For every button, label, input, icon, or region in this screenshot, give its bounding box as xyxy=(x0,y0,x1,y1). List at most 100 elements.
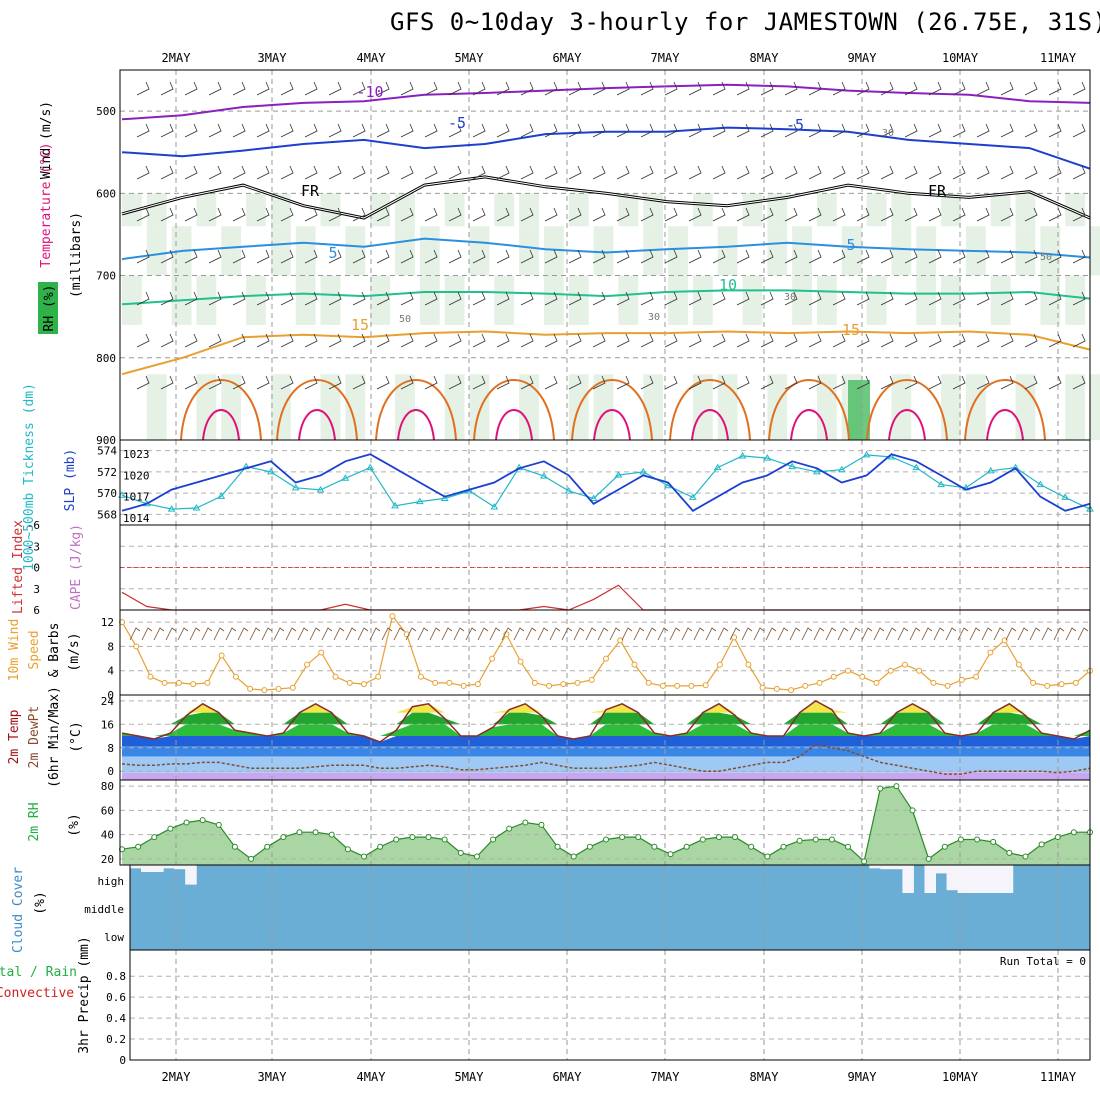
rh-area xyxy=(122,786,1090,865)
wind-barb xyxy=(904,165,918,180)
wind-barb xyxy=(1048,123,1062,138)
wind-barb xyxy=(544,81,558,96)
wind-barb xyxy=(808,249,822,264)
wind-speed-marker xyxy=(232,673,239,680)
wind-barb xyxy=(136,249,150,264)
wind-barb xyxy=(160,291,174,306)
y-tick-left: 574 xyxy=(97,445,117,458)
wind-barb xyxy=(904,291,918,306)
wind-barb xyxy=(328,165,342,180)
wind-barb xyxy=(280,291,294,306)
yunit-temp: (°C) xyxy=(69,721,84,752)
wind-barb xyxy=(280,375,294,390)
wind-barb xyxy=(688,333,702,348)
rh-marker xyxy=(393,836,400,843)
wind-barb xyxy=(184,165,198,180)
surface-wind-barb xyxy=(1017,627,1029,641)
wind-speed-marker xyxy=(361,681,367,688)
wind-barb xyxy=(832,123,846,138)
wind-barb xyxy=(832,207,846,222)
wind-barb xyxy=(1072,249,1086,264)
wind-barb xyxy=(904,375,918,390)
y-tick: 8 xyxy=(107,640,114,653)
wind-barb xyxy=(880,375,894,390)
thickness-marker xyxy=(1036,480,1045,488)
panel-frame-wind xyxy=(119,609,1091,696)
wind-barb xyxy=(904,333,918,348)
y-tick: -6 xyxy=(27,519,40,532)
wind-barb xyxy=(568,291,582,306)
wind-barb xyxy=(808,81,822,96)
wind-barb xyxy=(952,333,966,348)
wind-barb xyxy=(232,375,246,390)
rh-marker xyxy=(1038,841,1045,848)
cloud-high-bar xyxy=(902,865,914,893)
wind-speed-marker xyxy=(204,679,211,686)
contour-label: FR xyxy=(301,182,320,200)
wind-barb xyxy=(736,249,750,264)
wind-barb xyxy=(616,207,630,222)
wind-barb xyxy=(640,123,654,138)
wind-barb xyxy=(160,165,174,180)
surface-wind-barb xyxy=(381,627,393,641)
wind-barb xyxy=(184,123,198,138)
wind-barb xyxy=(136,207,150,222)
wind-barb xyxy=(664,291,678,306)
thickness-marker xyxy=(589,494,598,501)
wind-barb xyxy=(232,123,246,138)
cloud-high-bar xyxy=(1001,865,1014,893)
temp-band-2 xyxy=(122,746,1090,757)
wind-barb xyxy=(832,333,846,348)
cloud-high-bar xyxy=(130,865,142,869)
wind-barb xyxy=(448,165,462,180)
wind-barb xyxy=(928,333,942,348)
wind-barb xyxy=(760,249,774,264)
thickness-marker xyxy=(391,501,399,509)
wind-speed-marker xyxy=(546,682,553,689)
wind-speed-marker xyxy=(617,637,624,644)
rh-marker xyxy=(780,843,787,850)
cloud-high-bar xyxy=(174,865,186,870)
y-tick-cloud: middle xyxy=(84,903,124,916)
rh-marker xyxy=(845,843,851,850)
rh-marker xyxy=(699,836,706,843)
wind-speed-marker xyxy=(489,655,496,662)
rh-marker xyxy=(506,825,513,832)
wind-barb xyxy=(688,207,702,222)
wind-barb xyxy=(880,249,894,264)
isotherm-25-arc xyxy=(397,409,435,441)
wind-barb xyxy=(616,375,630,390)
surface-wind-barb xyxy=(849,627,861,641)
y-tick-left: 572 xyxy=(97,466,117,479)
wind-barb xyxy=(328,207,342,222)
wind-barb xyxy=(208,333,222,348)
surface-wind-barb xyxy=(753,627,765,641)
wind-barb xyxy=(256,333,270,348)
surface-wind-barb xyxy=(189,627,201,641)
cloud-background xyxy=(130,865,1090,950)
thickness-marker xyxy=(837,465,846,473)
wind-barb xyxy=(784,81,798,96)
thickness-marker xyxy=(614,471,623,478)
wind-barb xyxy=(208,207,222,222)
temp-band-5 xyxy=(122,712,1090,725)
y-tick-cloud: high xyxy=(98,875,125,888)
wind-speed-marker xyxy=(531,679,538,686)
rh-marker xyxy=(635,834,642,841)
isotherm-25-arc xyxy=(593,409,631,441)
isotherm-25-arc xyxy=(986,409,1024,441)
wind-barb xyxy=(376,249,390,264)
wind-barb xyxy=(520,81,534,96)
cloud-high-bar xyxy=(163,865,175,869)
wind-barb xyxy=(496,249,510,264)
wind-barb xyxy=(952,165,966,180)
rh-legend-swatch xyxy=(38,282,58,334)
wind-speed-marker xyxy=(1030,679,1037,686)
wind-barb xyxy=(496,165,510,180)
isotherm-25-arc xyxy=(691,409,729,441)
contour-label: FR xyxy=(928,182,947,200)
wind-speed-marker xyxy=(603,655,609,662)
rh-marker xyxy=(990,838,997,845)
wind-barb xyxy=(1024,291,1038,306)
wind-barb xyxy=(904,249,918,264)
